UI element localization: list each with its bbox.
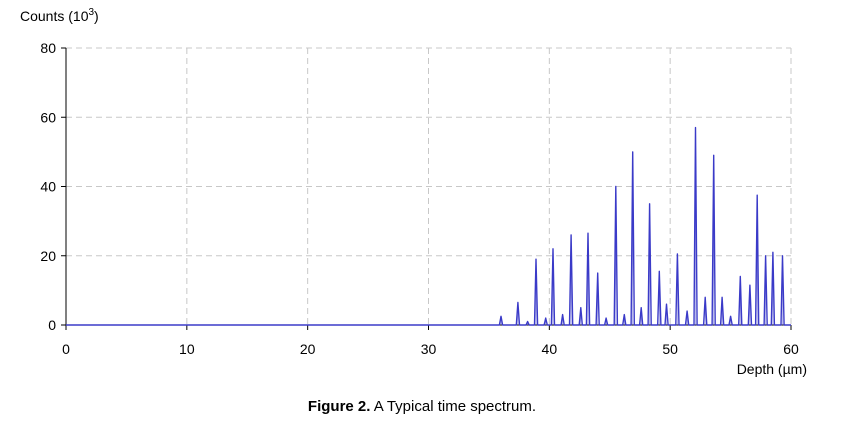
x-tick-label: 50 bbox=[662, 341, 678, 357]
x-tick-label: 30 bbox=[421, 341, 437, 357]
x-tick-label: 40 bbox=[542, 341, 558, 357]
y-tick-label: 80 bbox=[40, 40, 56, 56]
y-axis-title: Counts (103) bbox=[20, 7, 99, 24]
x-tick-labels: 0 10 20 30 40 50 60 bbox=[62, 341, 799, 357]
y-tick-label: 0 bbox=[48, 317, 56, 333]
x-tick-label: 10 bbox=[179, 341, 195, 357]
caption-label: Figure 2. bbox=[307, 398, 371, 415]
x-tick-label: 0 bbox=[62, 341, 70, 357]
y-tick-label: 20 bbox=[40, 248, 56, 264]
figure-caption: Figure 2. A Typical time spectrum. bbox=[0, 398, 844, 415]
peak-marks bbox=[500, 127, 783, 325]
x-tick-label: 20 bbox=[300, 341, 316, 357]
caption-text: A Typical time spectrum. bbox=[370, 398, 537, 415]
y-tick-labels: 0 20 40 60 80 bbox=[40, 40, 56, 333]
y-tick-label: 40 bbox=[40, 179, 56, 195]
grid-lines bbox=[66, 47, 792, 325]
y-tick-label: 60 bbox=[40, 109, 56, 125]
x-axis-title: Depth (µm) bbox=[737, 361, 807, 377]
series-line bbox=[66, 126, 791, 326]
x-tick-label: 60 bbox=[783, 341, 799, 357]
axes bbox=[61, 47, 792, 330]
